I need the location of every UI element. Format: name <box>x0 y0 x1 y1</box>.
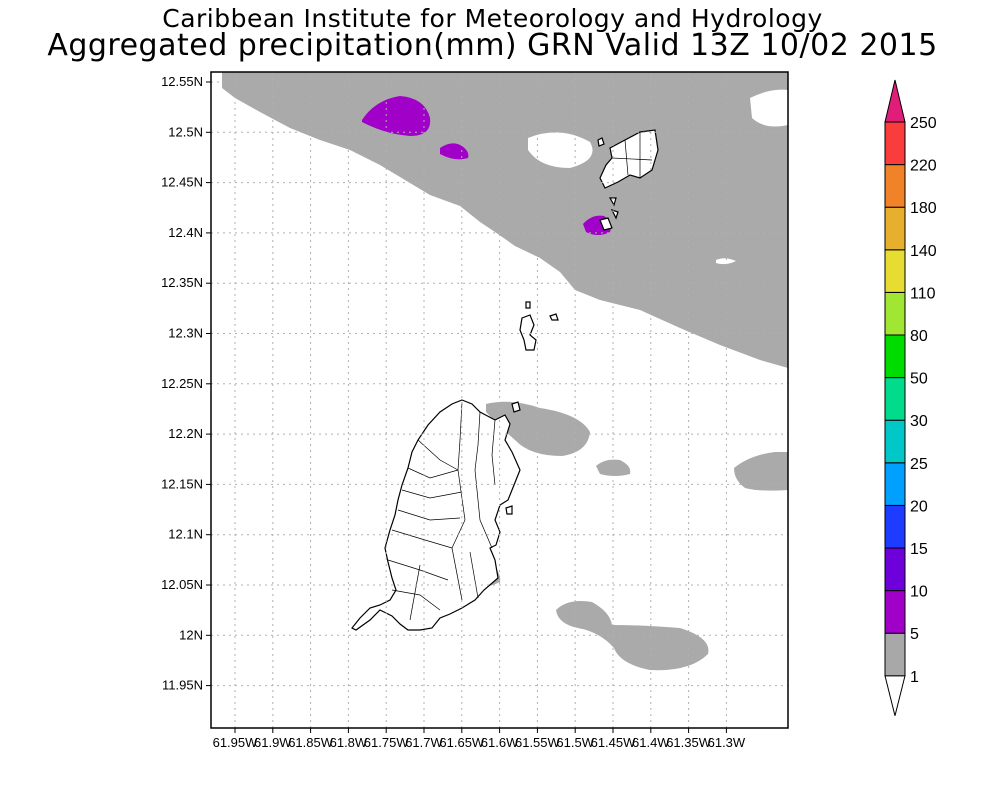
colorbar-label: 50 <box>910 371 928 388</box>
lat-tick-label: 12.05N <box>161 577 203 592</box>
colorbar-band <box>884 547 906 592</box>
colorbar-band <box>884 419 906 464</box>
precip-gap-1 <box>528 132 593 168</box>
colorbar-label: 80 <box>910 328 928 345</box>
precip-patch-east <box>734 452 788 491</box>
lat-tick-label: 12.35N <box>161 275 203 290</box>
lon-tick-label: 61.6W <box>481 735 519 750</box>
lat-tick-label: 12.25N <box>161 376 203 391</box>
map-title-line-2: Aggregated precipitation(mm) GRN Valid 1… <box>47 28 938 63</box>
lat-tick-label: 11.95N <box>162 678 203 693</box>
colorbar-label: 1 <box>910 669 919 686</box>
colorbar-label: 180 <box>910 200 937 217</box>
longitude-axis: 61.95W61.9W61.85W61.8W61.75W61.7W61.65W6… <box>213 728 746 750</box>
lon-tick-label: 61.35W <box>666 735 712 750</box>
colorbar-band <box>884 462 906 506</box>
colorbar-band <box>884 164 906 208</box>
map-title-line-1: Caribbean Institute for Meteorology and … <box>162 4 823 33</box>
colorbar-label: 30 <box>910 413 928 430</box>
colorbar-label: 10 <box>910 584 928 601</box>
lon-tick-label: 61.9W <box>254 735 292 750</box>
islet-a <box>610 208 619 220</box>
precip-gap-3 <box>716 258 736 265</box>
lon-tick-label: 61.45W <box>591 735 637 750</box>
colorbar-band <box>884 121 906 166</box>
lon-tick-label: 61.75W <box>364 735 410 750</box>
lon-tick-label: 61.7W <box>405 735 443 750</box>
colorbar-band <box>884 291 906 336</box>
colorbar-label: 5 <box>910 626 919 643</box>
colorbar-label: 25 <box>910 456 928 473</box>
colorbar-top-arrow <box>884 79 906 123</box>
precip-heavy-2 <box>440 143 469 160</box>
lat-tick-label: 12.4N <box>168 225 203 240</box>
islet-near-carriacou <box>599 217 613 231</box>
carriacou-boundaries <box>611 132 653 178</box>
lon-tick-label: 61.85W <box>288 735 334 750</box>
lat-tick-label: 12N <box>179 627 203 642</box>
lon-tick-label: 61.55W <box>515 735 561 750</box>
colorbar-label: 20 <box>910 498 928 515</box>
small-islands-group <box>519 314 537 351</box>
colorbar-label: 15 <box>910 541 928 558</box>
lat-tick-label: 12.15N <box>161 476 203 491</box>
precip-patch-small <box>596 459 631 476</box>
colorbar-band <box>884 632 906 677</box>
lat-tick-label: 12.5N <box>168 124 203 139</box>
petite-martinique <box>597 137 605 147</box>
colorbar-label: 250 <box>910 115 937 132</box>
lon-tick-label: 61.4W <box>632 735 670 750</box>
colorbar-band <box>884 334 906 379</box>
latitude-axis: 12.55N 12.5N 12.45N 12.4N 12.35N 12.3N 12.25N 1… <box>161 74 211 693</box>
colorbar-band <box>884 206 906 251</box>
lon-tick-label: 61.65W <box>439 735 485 750</box>
precip-patch-east-grenada <box>486 401 590 456</box>
grenada-boundaries <box>387 401 496 621</box>
colorbar-label: 140 <box>910 243 937 260</box>
islet-d <box>549 313 559 321</box>
map-gridlines <box>211 72 788 728</box>
lon-tick-label: 61.95W <box>213 735 259 750</box>
colorbar-band <box>884 377 906 421</box>
lon-tick-label: 61.8W <box>330 735 368 750</box>
grenada-island <box>351 399 521 631</box>
colorbar-label: 220 <box>910 158 937 175</box>
plot-area <box>211 72 788 728</box>
islet-f <box>505 505 513 515</box>
lon-tick-label: 61.3W <box>708 735 746 750</box>
colorbar-band <box>884 504 906 549</box>
lon-tick-label: 61.5W <box>556 735 594 750</box>
colorbar-band <box>884 590 906 634</box>
lat-tick-label: 12.2N <box>168 426 203 441</box>
colorbar-label: 110 <box>910 285 936 302</box>
precip-gap-2 <box>750 89 788 127</box>
colorbar-bottom-arrow <box>884 675 906 716</box>
lat-tick-label: 12.45N <box>161 175 203 190</box>
lat-tick-label: 12.55N <box>161 74 203 89</box>
islet-e <box>511 401 521 413</box>
lat-tick-label: 12.1N <box>168 527 203 542</box>
lat-tick-label: 12.3N <box>168 326 203 341</box>
colorbar-band <box>884 249 906 293</box>
islet-c <box>525 301 531 309</box>
precip-heavy-1 <box>362 96 431 136</box>
